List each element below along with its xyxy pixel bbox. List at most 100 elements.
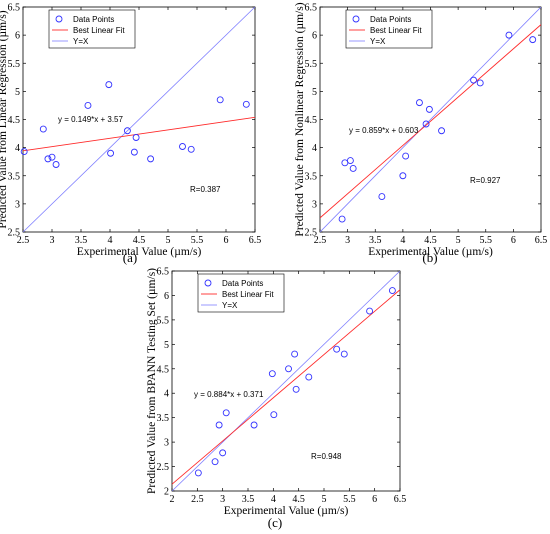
panel-a-ytick-label: 3.5 <box>8 171 21 182</box>
panel-a-label: (a) <box>123 250 137 265</box>
panel-c-xtick-label: 5.5 <box>343 494 356 505</box>
panel-a-data-point <box>52 161 60 168</box>
panel-c-data-point <box>219 449 227 457</box>
panel-c-ytick-label: 6.5 <box>157 267 170 278</box>
panel-c-xtick-label: 4 <box>271 494 276 505</box>
panel-b-legend-label: Best Linear Fit <box>370 26 422 35</box>
panel-a-data-point <box>147 155 155 163</box>
panel-b-ytick-label: 2.5 <box>305 228 318 239</box>
panel-c-data-point <box>340 350 348 358</box>
panel-a: 2.5 3 3.5 4 4.5 5 5.5 6 6.5 2.5 3 3.5 4 4.5 5 5.5 6 6.5 Da… <box>0 3 261 266</box>
panel-b-xtick-label: 2.5 <box>314 235 327 246</box>
panel-b-data-point <box>338 215 346 223</box>
panel-a-data-point <box>123 127 131 135</box>
panel-c-label: (c) <box>268 515 282 530</box>
panel-b-data-point <box>422 120 430 128</box>
panel-a-ytick-label: 4 <box>15 143 20 154</box>
panel-c-data-point <box>366 307 374 315</box>
panel-b-ytick-label: 3.5 <box>305 171 318 182</box>
panel-c-xtick-label: 2.5 <box>191 494 204 505</box>
panel-b-identity-line <box>320 7 541 232</box>
panel-b-xtick-label: 3 <box>345 235 350 246</box>
panel-b-ytick-label: 5 <box>312 87 317 98</box>
panel-b-xtick-label: 4.5 <box>424 235 437 246</box>
panel-a-ytick-label: 6 <box>15 31 20 42</box>
panel-c-equation: y = 0.884*x + 0.371 <box>194 390 264 399</box>
panel-a-ytick-label: 4.5 <box>8 115 21 126</box>
panel-b-data-point <box>399 172 407 180</box>
panel-b-ytick-label: 4.5 <box>305 115 318 126</box>
panel-b-xtick-label: 4 <box>400 235 405 246</box>
panel-c-legend <box>197 273 285 313</box>
panel-b-label: (b) <box>422 250 437 265</box>
panel-a-legend-marker-points <box>55 15 63 23</box>
panel-c-legend-label: Y=X <box>222 301 238 310</box>
panel-a-data-point <box>20 148 28 156</box>
panel-a-xtick-label: 4 <box>108 235 113 246</box>
panel-a-legend-label: Best Linear Fit <box>73 26 125 35</box>
panel-c-r-value: R=0.948 <box>311 452 342 461</box>
panel-c-ytick-label: 6 <box>164 291 169 302</box>
panel-a-legend-label: Y=X <box>73 37 89 46</box>
panel-c-ytick-label: 3 <box>164 438 169 449</box>
panel-a-x-axis-label: Experimental Value (µm/s) <box>77 246 202 258</box>
panel-b-ytick-label: 3 <box>312 199 317 210</box>
panel-c-data-point <box>305 373 313 381</box>
panel-b-x-axis-label: Experimental Value (µm/s) <box>368 246 493 258</box>
panel-c-y-axis-label: Predicted Value from BPANN Testing Set (… <box>146 268 158 494</box>
panel-a-ytick-label: 5.5 <box>8 59 21 70</box>
panel-c-ytick-label: 4.5 <box>157 364 170 375</box>
panel-c-ytick-label: 3.5 <box>157 413 170 424</box>
panel-b-data-point <box>346 157 354 165</box>
panel-c-data-point <box>388 287 396 295</box>
panel-c-data-point <box>194 469 202 477</box>
panel-b-fit-line <box>320 24 541 219</box>
panel-b-xtick-label: 6.5 <box>535 235 548 246</box>
panel-a-legend-label: Data Points <box>73 15 114 24</box>
panel-c-xtick-label: 4.5 <box>292 494 305 505</box>
panel-a-xtick-label: 2.5 <box>17 235 30 246</box>
panel-c-data-point <box>270 411 278 419</box>
panel-c: 2 2.5 3 3.5 4 4.5 5 5.5 6 6.5 2 2.5 3 3.5 4 4.5 5 5.5 6 6.5… <box>146 267 406 531</box>
panel-b: 2.5 3 3.5 4 4.5 5 5.5 6 6.5 2.5 3 3.5 4 4.5 5 5.5 6 6.5 Da… <box>294 2 547 265</box>
panel-b-data-point <box>416 99 423 107</box>
panel-a-equation: y = 0.149*x + 3.57 <box>58 115 123 124</box>
panel-a-y-axis-label: Predicted Value from Linear Regression (… <box>0 10 9 228</box>
panel-a-data-point <box>216 96 224 104</box>
panel-a-data-point <box>107 149 115 157</box>
panel-c-ytick-label: 2.5 <box>157 462 170 473</box>
panel-c-xtick-label: 3.5 <box>242 494 255 505</box>
panel-a-data-point <box>44 155 52 163</box>
panel-c-ytick-label: 5 <box>164 340 169 351</box>
panel-a-data-point <box>130 148 138 156</box>
panel-c-xtick-label: 6 <box>372 494 377 505</box>
panel-b-ytick-label: 4 <box>312 143 317 154</box>
panel-c-data-point <box>222 409 230 417</box>
panel-b-data-point <box>470 76 478 84</box>
panel-c-legend-label: Data Points <box>222 279 263 288</box>
panel-b-xtick-label: 5 <box>456 235 461 246</box>
panel-b-data-point <box>378 193 386 201</box>
panel-b-data-point <box>349 164 357 172</box>
panel-a-data-point <box>84 101 92 109</box>
panel-c-xtick-label: 3 <box>220 494 225 505</box>
panel-a-data-point <box>105 81 113 89</box>
panel-a-data-point <box>242 100 250 108</box>
panel-c-data-point <box>250 421 258 429</box>
panel-a-ytick-label: 5 <box>15 87 20 98</box>
panel-a-r-value: R=0.387 <box>190 185 221 194</box>
panel-a-ytick-label: 3 <box>15 199 20 210</box>
panel-c-fit-line <box>172 289 400 485</box>
panel-a-data-point <box>179 143 186 150</box>
panel-a-xtick-label: 3 <box>50 235 55 246</box>
panel-a-fit-line <box>23 116 255 152</box>
panel-a-xtick-label: 6 <box>224 235 229 246</box>
panel-b-legend-label: Data Points <box>370 15 411 24</box>
panel-c-xtick-label: 2 <box>170 494 175 505</box>
panel-c-data-point <box>215 421 223 429</box>
panel-c-data-point <box>291 350 299 358</box>
panel-b-data-point <box>529 36 537 44</box>
panel-b-xtick-label: 5.5 <box>480 235 493 246</box>
panel-b-ytick-label: 6 <box>312 31 317 42</box>
